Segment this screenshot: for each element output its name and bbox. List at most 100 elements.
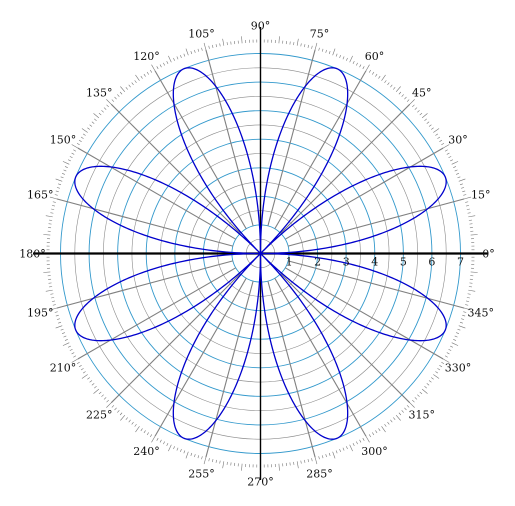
degree-tick [159,64,162,68]
degree-tick [466,297,470,299]
degree-tick [45,215,53,218]
degree-tick [54,194,58,196]
degree-tick [401,94,404,97]
angle-label: 270° [247,476,274,489]
degree-tick [459,183,463,186]
degree-tick [409,99,415,105]
degree-tick [325,454,327,458]
degree-tick [61,332,65,334]
degree-tick [69,349,73,351]
angular-grid-spokes [56,49,465,458]
degree-tick [117,410,120,413]
degree-tick [318,456,320,460]
degree-tick [444,149,448,152]
grid-spoke [77,147,237,240]
degree-tick [71,144,78,149]
degree-tick [215,459,217,463]
angle-label: 75° [310,27,330,40]
degree-tick [311,458,313,462]
degree-tick [197,455,200,459]
degree-tick [163,441,165,445]
degree-tick [419,391,423,395]
degree-tick [60,328,64,331]
degree-tick [448,349,452,351]
degree-tick [437,368,441,371]
degree-tick [43,234,51,236]
degree-tick [49,196,57,200]
degree-tick [69,156,73,158]
degree-tick [428,124,432,127]
degree-tick [448,156,452,158]
rose-curve-series [74,67,447,440]
degree-tick [387,82,390,86]
degree-tick [368,69,371,73]
degree-tick [412,399,415,403]
degree-tick [431,127,434,130]
degree-tick [332,48,336,56]
degree-tick [395,86,401,93]
degree-tick [81,374,88,379]
angle-label: 225° [86,409,113,422]
degree-tick [393,417,396,420]
degree-tick [80,136,84,139]
degree-tick [464,196,472,200]
degree-tick [446,352,450,355]
degree-tick [381,74,386,81]
degree-tick [49,307,57,311]
degree-tick [450,345,453,348]
degree-tick [101,110,104,113]
degree-tick [212,44,214,48]
angle-label: 330° [445,362,472,375]
degree-tick [457,176,461,179]
grid-spoke [110,103,241,234]
degree-tick [304,44,306,48]
degree-tick [51,208,55,210]
degree-tick [58,183,62,186]
degree-tick [62,161,70,165]
degree-tick [318,47,320,51]
degree-tick [441,361,445,364]
degree-tick [431,377,434,380]
degree-tick [362,66,365,70]
degree-tick [190,452,193,456]
degree-tick [439,365,443,368]
degree-tick [465,304,469,306]
degree-tick [150,69,153,73]
degree-tick [143,73,146,77]
degree-tick [98,391,102,395]
degree-tick [453,166,457,168]
grid-spoke [267,49,316,227]
degree-tick [349,444,353,452]
degree-tick [409,402,415,408]
degree-tick [381,426,386,433]
degree-tick [131,421,134,425]
degree-tick [462,314,466,317]
degree-tick [296,461,299,469]
angle-labels: 0° 15° 30° 45° 60° 75° 90° 105° 120° 135° 150° 165°… [19,20,495,489]
grid-spoke [274,70,367,230]
degree-tick [111,99,115,102]
degree-tick [457,328,461,331]
degree-tick [134,424,137,427]
degree-tick [52,304,56,306]
degree-tick [201,47,203,51]
radial-tick-label: 4 [371,256,378,269]
degree-tick [470,234,478,236]
degree-tick [89,380,93,383]
degree-tick [365,64,370,71]
grid-spoke [205,49,254,227]
degree-tick [459,321,463,324]
degree-tick [446,152,450,155]
grid-spoke [280,103,411,234]
degree-tick [454,169,458,172]
degree-tick [437,136,441,139]
degree-tick [433,128,440,133]
degree-tick [458,178,466,182]
angle-label: 45° [412,86,432,99]
degree-tick [278,36,280,44]
degree-tick-marks [42,35,479,472]
degree-tick [390,419,393,423]
degree-tick [222,38,225,46]
degree-tick [335,53,338,57]
degree-tick [468,289,476,292]
